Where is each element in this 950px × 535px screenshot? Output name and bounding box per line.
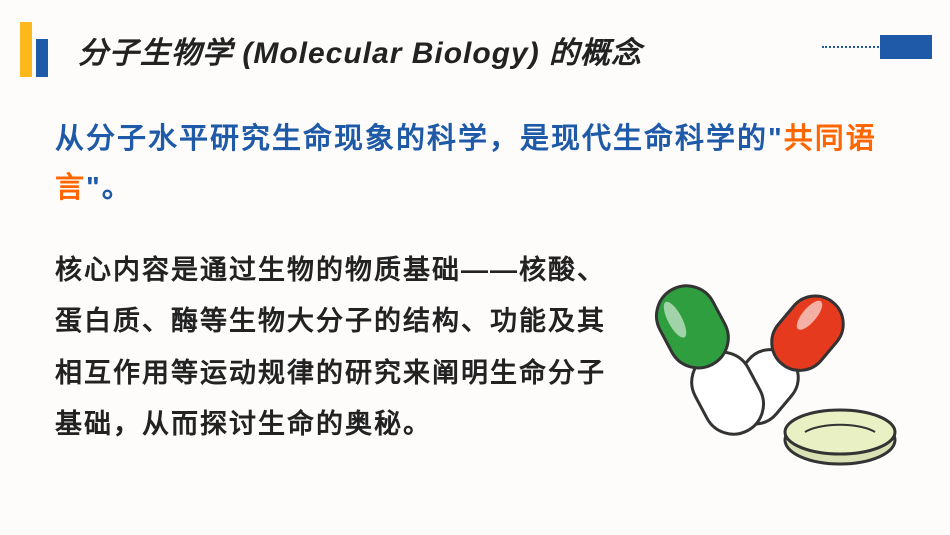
- accent-bar-yellow: [20, 22, 32, 77]
- core-content-paragraph-wrap: 核心内容是通过生物的物质基础——核酸、蛋白质、酶等生物大分子的结构、功能及其相互…: [55, 245, 615, 450]
- accent-bar-blue: [36, 39, 48, 77]
- slide-header: 分子生物学 (Molecular Biology) 的概念: [20, 22, 930, 77]
- pills-svg: [630, 250, 910, 480]
- core-content-paragraph: 核心内容是通过生物的物质基础——核酸、蛋白质、酶等生物大分子的结构、功能及其相互…: [55, 245, 615, 450]
- definition-part2: "。: [86, 172, 133, 204]
- dotted-connector: [822, 46, 882, 48]
- definition-line: 从分子水平研究生命现象的科学，是现代生命科学的"共同语言"。: [55, 115, 895, 214]
- intro-paragraph: 从分子水平研究生命现象的科学，是现代生命科学的"共同语言"。: [55, 115, 895, 214]
- pills-illustration: [630, 250, 910, 480]
- accent-bars: [20, 22, 48, 77]
- tablet-top: [785, 410, 895, 454]
- header-blue-box: [880, 35, 932, 59]
- definition-part1: 从分子水平研究生命现象的科学，是现代生命科学的": [55, 123, 784, 155]
- slide-title: 分子生物学 (Molecular Biology) 的概念: [78, 28, 642, 72]
